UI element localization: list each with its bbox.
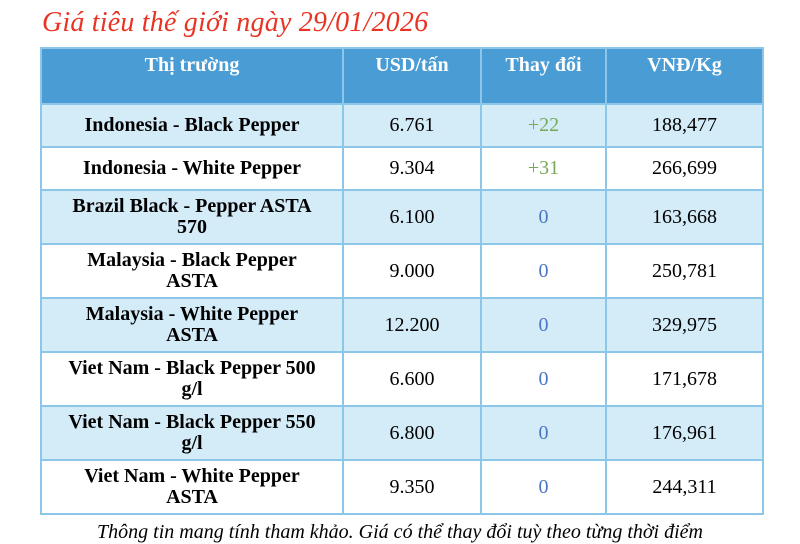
vnd-cell: 266,699 — [605, 146, 764, 191]
column-header-usd: USD/tấn — [342, 47, 482, 105]
market-cell: Malaysia - White Pepper ASTA — [40, 297, 344, 353]
column-header-market: Thị trường — [40, 47, 344, 105]
market-cell: Viet Nam - White Pepper ASTA — [40, 459, 344, 515]
vnd-cell: 188,477 — [605, 103, 764, 148]
change-cell: 0 — [480, 189, 607, 245]
market-cell: Brazil Black - Pepper ASTA 570 — [40, 189, 344, 245]
change-cell: 0 — [480, 405, 607, 461]
usd-cell: 6.100 — [342, 189, 482, 245]
usd-cell: 6.800 — [342, 405, 482, 461]
change-cell: 0 — [480, 297, 607, 353]
market-cell: Indonesia - Black Pepper — [40, 103, 344, 148]
market-cell: Viet Nam - Black Pepper 500 g/l — [40, 351, 344, 407]
change-cell: 0 — [480, 243, 607, 299]
table-row: Malaysia - Black Pepper ASTA 9.000 0 250… — [40, 243, 764, 299]
vnd-cell: 329,975 — [605, 297, 764, 353]
market-cell: Indonesia - White Pepper — [40, 146, 344, 191]
vnd-cell: 244,311 — [605, 459, 764, 515]
page-title: Giá tiêu thế giới ngày 29/01/2026 — [42, 7, 429, 38]
usd-cell: 6.761 — [342, 103, 482, 148]
table-row: Brazil Black - Pepper ASTA 570 6.100 0 1… — [40, 189, 764, 245]
vnd-cell: 163,668 — [605, 189, 764, 245]
change-cell: 0 — [480, 351, 607, 407]
market-cell: Malaysia - Black Pepper ASTA — [40, 243, 344, 299]
table-row: Malaysia - White Pepper ASTA 12.200 0 32… — [40, 297, 764, 353]
usd-cell: 9.000 — [342, 243, 482, 299]
change-cell: +22 — [480, 103, 607, 148]
market-cell: Viet Nam - Black Pepper 550 g/l — [40, 405, 344, 461]
table-row: Viet Nam - White Pepper ASTA 9.350 0 244… — [40, 459, 764, 515]
change-cell: 0 — [480, 459, 607, 515]
change-cell: +31 — [480, 146, 607, 191]
usd-cell: 12.200 — [342, 297, 482, 353]
column-header-vnd: VNĐ/Kg — [605, 47, 764, 105]
pepper-price-table: Thị trường USD/tấn Thay đổi VNĐ/Kg Indon… — [40, 47, 764, 515]
table-header-row: Thị trường USD/tấn Thay đổi VNĐ/Kg — [40, 47, 764, 105]
page: Giá tiêu thế giới ngày 29/01/2026 Thị tr… — [0, 7, 800, 543]
vnd-cell: 250,781 — [605, 243, 764, 299]
vnd-cell: 171,678 — [605, 351, 764, 407]
vnd-cell: 176,961 — [605, 405, 764, 461]
column-header-change: Thay đổi — [480, 47, 607, 105]
usd-cell: 6.600 — [342, 351, 482, 407]
usd-cell: 9.304 — [342, 146, 482, 191]
usd-cell: 9.350 — [342, 459, 482, 515]
table-row: Viet Nam - Black Pepper 500 g/l 6.600 0 … — [40, 351, 764, 407]
table-row: Indonesia - White Pepper 9.304 +31 266,6… — [40, 146, 764, 191]
table-row: Indonesia - Black Pepper 6.761 +22 188,4… — [40, 103, 764, 148]
table-row: Viet Nam - Black Pepper 550 g/l 6.800 0 … — [40, 405, 764, 461]
